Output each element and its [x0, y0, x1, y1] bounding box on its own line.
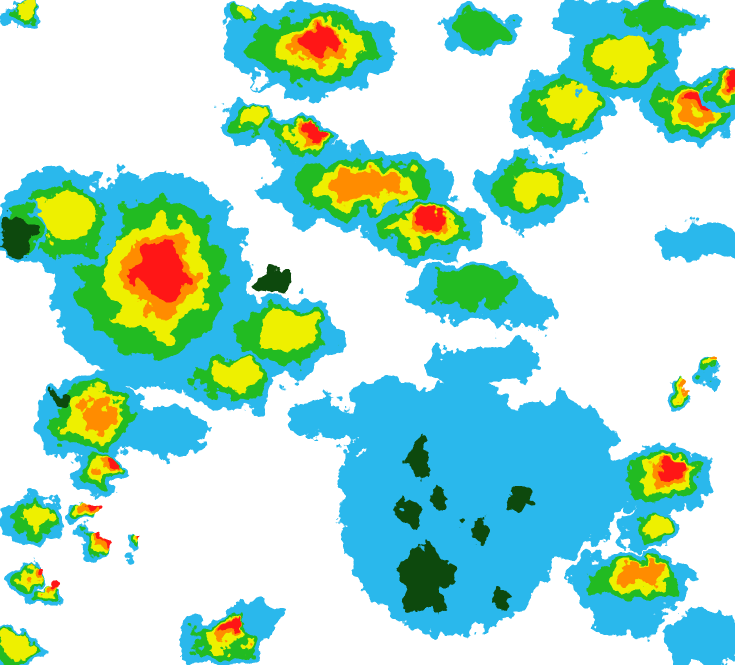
extreme-rain	[415, 213, 449, 231]
heavy-rain	[540, 85, 592, 127]
heavy-rain	[210, 360, 262, 392]
dark-cell	[470, 515, 490, 545]
heavy-rain	[14, 4, 38, 18]
heavy-rain	[34, 190, 98, 242]
very-heavy-rain	[713, 360, 725, 368]
moderate-rain	[627, 3, 699, 33]
extreme-rain	[31, 567, 43, 577]
extreme-rain	[729, 75, 735, 89]
very-heavy-rain	[78, 397, 120, 431]
very-heavy-rain	[616, 562, 662, 586]
light-rain	[340, 380, 460, 460]
dark-cell	[48, 392, 72, 408]
extreme-rain	[97, 532, 107, 542]
heavy-rain	[0, 635, 32, 657]
light-rain	[665, 610, 735, 665]
dark-cell	[0, 215, 30, 255]
dark-cell	[405, 440, 435, 480]
extreme-rain	[135, 242, 189, 302]
dark-cell	[398, 495, 422, 525]
extreme-rain	[144, 534, 150, 540]
light-rain	[660, 222, 735, 258]
dark-cell	[505, 488, 535, 512]
heavy-rain	[240, 105, 272, 127]
extreme-rain	[52, 587, 62, 593]
light-rain	[485, 400, 625, 560]
light-rain	[290, 400, 370, 440]
extreme-rain	[105, 455, 119, 469]
heavy-rain	[594, 35, 658, 77]
extreme-rain	[88, 504, 96, 510]
extreme-rain	[301, 126, 323, 138]
heavy-rain	[235, 4, 257, 18]
light-rain	[480, 340, 540, 380]
dark-cell	[492, 592, 508, 608]
dark-cell	[430, 490, 450, 510]
heavy-rain	[510, 167, 562, 205]
heavy-rain	[20, 503, 52, 529]
extreme-rain	[299, 29, 345, 55]
very-heavy-rain	[684, 386, 694, 392]
extreme-rain	[221, 625, 243, 639]
dark-cell	[400, 548, 450, 612]
heavy-rain	[254, 310, 318, 352]
moderate-rain	[454, 10, 512, 46]
dark-cell	[257, 268, 293, 292]
heavy-rain	[640, 515, 672, 537]
peak-cell	[250, 74, 266, 82]
moderate-rain	[429, 266, 517, 310]
extreme-rain	[657, 462, 687, 482]
very-heavy-rain	[333, 169, 405, 199]
